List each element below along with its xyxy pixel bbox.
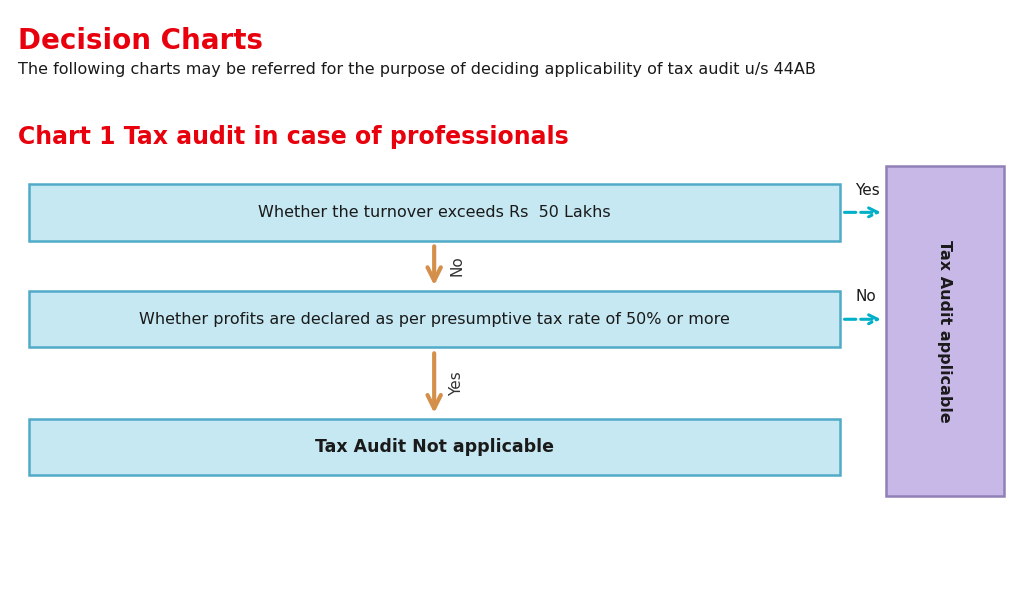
FancyBboxPatch shape	[29, 419, 840, 475]
Text: Decision Charts: Decision Charts	[18, 27, 263, 55]
Text: Yes: Yes	[855, 182, 880, 197]
Text: Whether the turnover exceeds Rs  50 Lakhs: Whether the turnover exceeds Rs 50 Lakhs	[258, 205, 610, 220]
Text: The following charts may be referred for the purpose of deciding applicability o: The following charts may be referred for…	[18, 62, 816, 77]
FancyBboxPatch shape	[29, 291, 840, 347]
Text: No: No	[855, 289, 876, 305]
Text: Tax Audit Not applicable: Tax Audit Not applicable	[314, 438, 554, 456]
Text: Chart 1 Tax audit in case of professionals: Chart 1 Tax audit in case of professiona…	[18, 125, 569, 148]
Text: Yes: Yes	[450, 371, 465, 396]
FancyBboxPatch shape	[29, 184, 840, 241]
Text: Whether profits are declared as per presumptive tax rate of 50% or more: Whether profits are declared as per pres…	[138, 312, 730, 327]
Text: Tax Audit applicable: Tax Audit applicable	[937, 240, 952, 422]
Text: No: No	[450, 255, 465, 276]
FancyBboxPatch shape	[886, 166, 1004, 496]
